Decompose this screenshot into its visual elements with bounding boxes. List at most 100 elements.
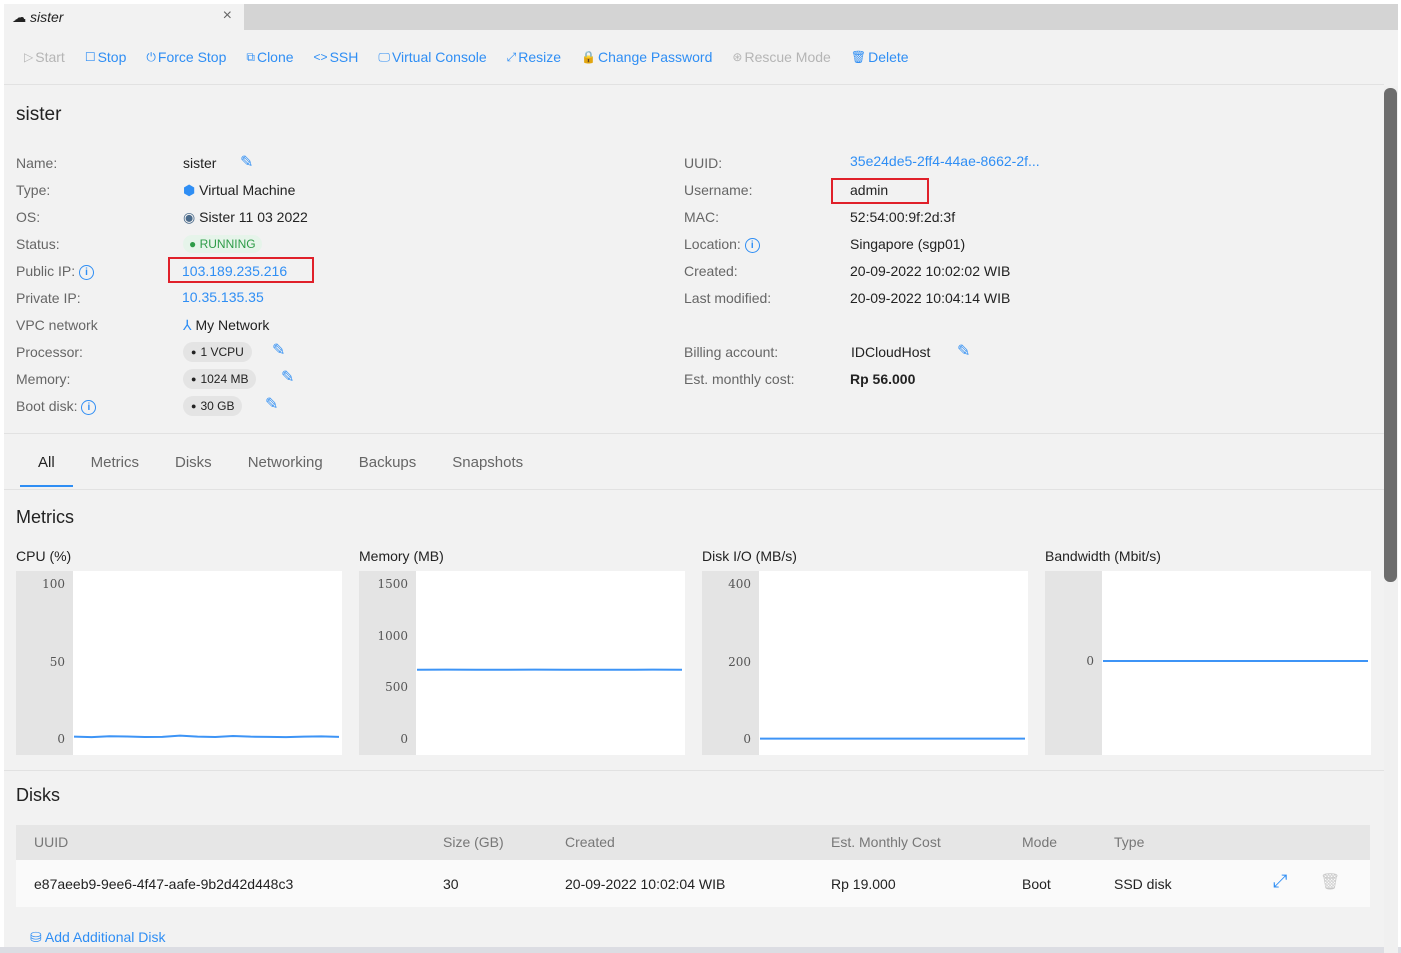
y-tick-label: 0 <box>1086 654 1094 668</box>
processor-label: Processor: <box>16 344 83 360</box>
divider <box>4 433 1384 434</box>
chart-title: Bandwidth (Mbit/s) <box>1045 548 1161 564</box>
rescue-mode-button[interactable]: ⊛ Rescue Mode <box>732 49 830 65</box>
mac-value: 52:54:00:9f:2d:3f <box>850 209 956 225</box>
location-label: Location: <box>684 236 741 252</box>
chart-plot <box>416 668 683 671</box>
private-ip-label: Private IP: <box>16 290 81 306</box>
billing-value: IDCloudHost <box>851 344 931 360</box>
uuid-value[interactable]: 35e24de5-2ff4-44ae-8662-2f... <box>850 153 1040 169</box>
tab-disks[interactable]: Disks <box>175 454 212 471</box>
modified-label: Last modified: <box>684 290 772 306</box>
edit-billing-icon[interactable]: ✎ <box>957 343 971 360</box>
column-header: Est. Monthly Cost <box>831 834 941 850</box>
mac-label: MAC: <box>684 209 719 225</box>
virtual-console-button[interactable]: 🖵 Virtual Console <box>378 49 486 65</box>
column-header: Mode <box>1022 834 1058 850</box>
button-label: Change Password <box>597 49 713 65</box>
edit-memory-icon[interactable]: ✎ <box>281 369 295 386</box>
tab-all[interactable]: All <box>20 440 73 487</box>
delete-disk-icon[interactable]: 🗑 <box>1320 874 1341 891</box>
name-value: sister <box>183 155 217 171</box>
table-cell: 20-09-2022 10:02:04 WIB <box>565 876 726 892</box>
y-tick-label: 500 <box>385 680 408 695</box>
y-axis: 1500 1000 500 0 <box>359 571 416 755</box>
divider <box>4 489 1384 490</box>
edit-name-icon[interactable]: ✎ <box>240 154 254 171</box>
stop-icon: ☐ <box>84 50 96 64</box>
force-stop-button[interactable]: ⏻ Force Stop <box>146 49 226 65</box>
button-label: Delete <box>868 49 909 65</box>
type-label: Type: <box>16 182 51 198</box>
scrollbar-thumb[interactable] <box>1384 88 1397 582</box>
close-tab-icon[interactable]: × <box>222 7 232 24</box>
change-password-button[interactable]: 🔒 Change Password <box>581 49 712 65</box>
cost-label: Est. monthly cost: <box>684 371 795 387</box>
highlight-box <box>831 178 929 204</box>
info-icon[interactable]: i <box>79 264 95 280</box>
chart-2: 400 200 0 <box>702 571 1028 755</box>
cloud-icon: ☁ <box>12 8 26 25</box>
chart-1: 1500 1000 500 0 <box>359 571 685 755</box>
button-label: Virtual Console <box>391 49 487 65</box>
chart-title: Memory (MB) <box>359 548 444 564</box>
tab-networking[interactable]: Networking <box>247 454 323 471</box>
y-tick-label: 0 <box>57 732 65 746</box>
delete-button[interactable]: 🗑 Delete <box>851 49 909 65</box>
chart-title: Disk I/O (MB/s) <box>702 548 797 564</box>
disks-title: Disks <box>16 785 60 805</box>
info-icon[interactable]: i <box>81 399 97 415</box>
column-header: Type <box>1114 834 1145 850</box>
memory-label: Memory: <box>16 371 71 387</box>
edit-boot-disk-icon[interactable]: ✎ <box>265 396 279 413</box>
cost-value: Rp 56.000 <box>850 371 916 387</box>
clone-icon: ⧉ <box>246 49 255 64</box>
cube-icon: ⬢ <box>183 182 196 198</box>
y-tick-label: 200 <box>728 654 751 669</box>
table-cell: SSD disk <box>1114 876 1172 892</box>
resize-icon: ⤢ <box>506 49 517 64</box>
y-tick-label: 400 <box>728 577 751 591</box>
add-disk-label: Add Additional Disk <box>44 929 166 945</box>
username-value: admin <box>850 182 889 198</box>
public-ip-label: Public IP: <box>16 263 76 279</box>
info-icon[interactable]: i <box>744 237 760 253</box>
created-label: Created: <box>684 263 738 279</box>
public-ip-value[interactable]: 103.189.235.216 <box>182 263 288 279</box>
button-label: Clone <box>256 49 294 65</box>
chart-0: 100 50 0 <box>16 571 342 755</box>
virtual-console-icon: 🖵 <box>378 49 390 64</box>
os-value: Sister 11 03 2022 <box>199 209 308 225</box>
resize-button[interactable]: ⤢ Resize <box>507 49 561 65</box>
status-dot-icon: ● <box>189 237 197 251</box>
y-axis: 100 50 0 <box>16 571 73 755</box>
edit-processor-icon[interactable]: ✎ <box>272 342 286 359</box>
button-label: SSH <box>329 49 359 65</box>
chart-3: 0 <box>1045 571 1371 755</box>
vpc-label: VPC network <box>16 317 98 333</box>
y-tick-label: 50 <box>49 654 65 669</box>
tab-snapshots[interactable]: Snapshots <box>452 454 524 471</box>
network-icon: ⅄ <box>183 317 192 333</box>
private-ip-value[interactable]: 10.35.135.35 <box>182 289 264 305</box>
stop-button[interactable]: ☐ Stop <box>85 49 127 65</box>
tab-sister[interactable]: ☁ sister × <box>4 4 244 30</box>
button-label: Stop <box>97 49 127 65</box>
tab-title: sister <box>30 9 64 25</box>
database-icon: ⛁ <box>30 929 42 945</box>
disks-table-header: UUID Size (GB) Created Est. Monthly Cost Mod… <box>16 825 1370 860</box>
highlight-box <box>168 257 314 283</box>
divider <box>4 770 1384 771</box>
processor-chip: 1 VCPU <box>183 342 252 362</box>
clone-button[interactable]: ⧉ Clone <box>246 49 293 65</box>
status-badge: ● RUNNING <box>183 235 262 253</box>
resize-disk-icon[interactable]: ⤢ <box>1273 871 1288 891</box>
add-disk-button[interactable]: ⛁ Add Additional Disk <box>30 929 166 946</box>
ssh-button[interactable]: <> SSH <box>314 49 359 65</box>
y-axis: 400 200 0 <box>702 571 759 755</box>
tab-backups[interactable]: Backups <box>358 454 417 471</box>
os-label: OS: <box>16 209 41 225</box>
tab-metrics[interactable]: Metrics <box>90 454 140 471</box>
start-button[interactable]: ▷ Start <box>24 49 65 65</box>
table-cell: Rp 19.000 <box>831 876 896 892</box>
